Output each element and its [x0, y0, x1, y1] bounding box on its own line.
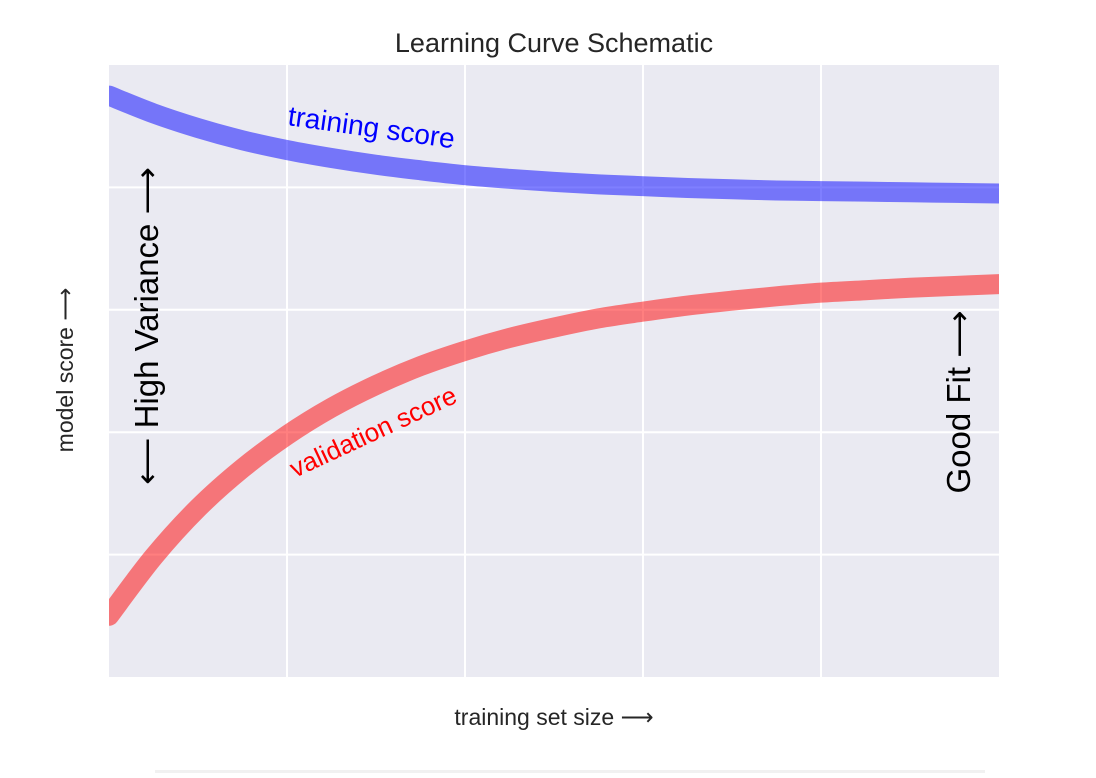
annotation-good-fit-text: Good Fit [940, 358, 977, 494]
annotation-high-variance: ⟵ High Variance ⟶ [128, 167, 165, 485]
svg-text:⟵ High Variance ⟶: ⟵ High Variance ⟶ [128, 167, 165, 485]
y-axis-label: model score ⟶ [52, 288, 78, 453]
x-axis-label: training set size ⟶ [454, 704, 653, 730]
series-line-validation-score [109, 274, 999, 626]
annotation-good-fit: Good Fit ⟶ [940, 310, 977, 493]
svg-text:Good Fit ⟶: Good Fit ⟶ [940, 310, 977, 493]
plot-area [109, 65, 999, 677]
chart-title: Learning Curve Schematic [395, 28, 713, 58]
annotation-high-variance-text: High Variance [128, 224, 165, 429]
series-line-training-score [109, 85, 999, 204]
bottom-rule [155, 770, 985, 773]
series-layer [109, 85, 999, 626]
right-arrow-icon: ⟶ [940, 310, 977, 357]
left-arrow-icon: ⟵ [128, 428, 165, 484]
right-arrow-icon: ⟶ [128, 167, 165, 223]
